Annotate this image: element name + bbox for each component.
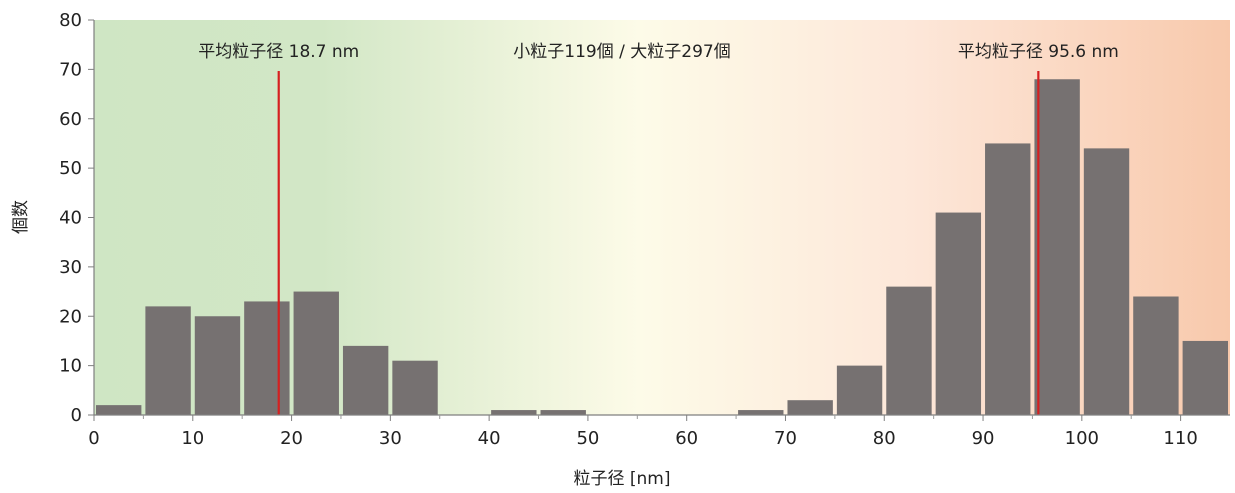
- bar-45: [540, 410, 586, 415]
- mean-label-2: 平均粒子径 95.6 nm: [958, 42, 1119, 62]
- bar-20: [293, 291, 339, 415]
- x-tick-label-0: 0: [88, 428, 99, 449]
- x-tick-label-110: 110: [1163, 428, 1197, 449]
- x-tick-label-30: 30: [379, 428, 402, 449]
- y-tick-label-40: 40: [59, 208, 82, 229]
- x-tick-label-60: 60: [675, 428, 698, 449]
- bar-110: [1182, 340, 1228, 415]
- x-tick-label-10: 10: [181, 428, 204, 449]
- y-tick-label-0: 0: [71, 405, 82, 426]
- y-tick-label-10: 10: [59, 356, 82, 377]
- center-annotation: 小粒子119個 / 大粒子297個: [513, 42, 730, 62]
- bar-10: [194, 316, 241, 415]
- x-tick-label-90: 90: [972, 428, 995, 449]
- mean-lines-layer: 平均粒子径 18.7 nm 平均粒子径 95.6 nm: [198, 42, 1119, 415]
- y-tick-label-50: 50: [59, 158, 82, 179]
- x-tick-label-40: 40: [478, 428, 501, 449]
- y-tick-label-80: 80: [59, 10, 82, 31]
- x-tick-label-50: 50: [576, 428, 599, 449]
- bar-30: [392, 360, 438, 415]
- y-tick-label-70: 70: [59, 59, 82, 80]
- bar-80: [886, 286, 932, 415]
- bar-105: [1133, 296, 1179, 415]
- y-axis-title: 個数: [11, 200, 31, 234]
- bars-layer: [96, 79, 1228, 415]
- x-tick-label-100: 100: [1065, 428, 1099, 449]
- y-tick-label-20: 20: [59, 306, 82, 327]
- bar-95: [1034, 79, 1080, 415]
- bar-0: [96, 405, 142, 415]
- y-tick-label-30: 30: [59, 257, 82, 278]
- bar-70: [787, 400, 833, 415]
- x-tick-label-80: 80: [873, 428, 896, 449]
- y-tick-label-60: 60: [59, 109, 82, 130]
- x-tick-label-20: 20: [280, 428, 303, 449]
- bar-5: [145, 306, 191, 415]
- ticks-layer: 0 10 20 30 40 50 60 70 80 0 10 20 30 40 50 60 70 80 90 100 1…: [59, 10, 1198, 449]
- bar-75: [836, 365, 883, 415]
- bar-90: [985, 143, 1031, 415]
- bar-25: [342, 345, 389, 415]
- bar-40: [491, 410, 537, 415]
- x-axis-title: 粒子径 [nm]: [573, 469, 670, 489]
- bar-65: [738, 410, 784, 415]
- bar-100: [1083, 148, 1130, 415]
- x-tick-label-70: 70: [774, 428, 797, 449]
- bar-85: [935, 212, 982, 415]
- mean-label-1: 平均粒子径 18.7 nm: [198, 42, 359, 62]
- bar-15: [244, 301, 290, 415]
